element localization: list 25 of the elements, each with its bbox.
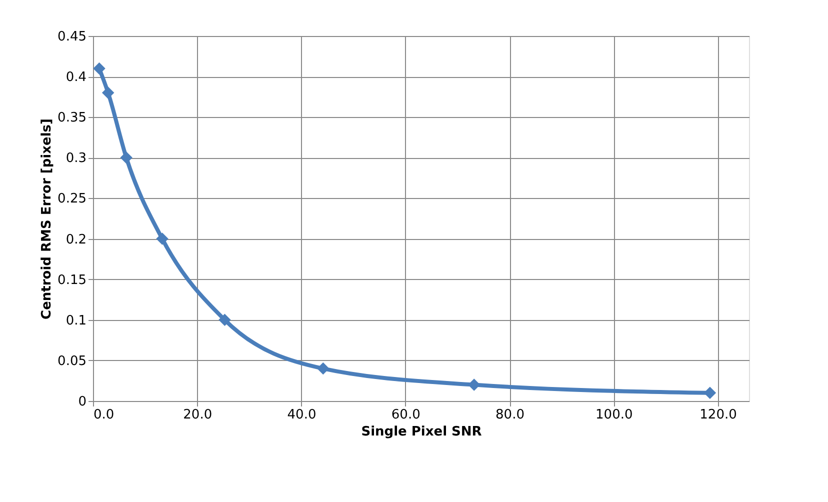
y-tick-label: 0.05 xyxy=(58,354,86,369)
x-tick-label: 80.0 xyxy=(496,408,524,422)
y-tick-label: 0.45 xyxy=(58,30,86,44)
x-tick-label: 0.0 xyxy=(94,408,114,422)
y-tick-label: 0.3 xyxy=(66,151,86,166)
y-tick-label: 0.35 xyxy=(58,110,86,126)
point xyxy=(120,152,132,164)
point xyxy=(316,362,330,375)
point xyxy=(218,314,231,326)
x-axis-title: Single Pixel SNR xyxy=(361,424,482,440)
y-tick-label: 0.4 xyxy=(66,70,86,86)
point xyxy=(102,86,114,99)
x-tick-label: 60.0 xyxy=(391,408,420,422)
point xyxy=(93,62,106,75)
y-axis-title: Centroid RMS Error [pixels] xyxy=(40,118,55,320)
x-tick-label: 40.0 xyxy=(287,408,316,422)
y-tick-label: 0.2 xyxy=(66,232,86,248)
y-tick-label: 0.25 xyxy=(58,192,86,207)
x-tick-label: 120.0 xyxy=(700,408,737,422)
y-tick-label: 0 xyxy=(78,394,86,410)
y-tick-label: 0.1 xyxy=(66,313,86,328)
x-tick-label: 100.0 xyxy=(596,408,633,422)
x-tick-label: 20.0 xyxy=(183,408,212,422)
y-tick-label: 0.15 xyxy=(58,272,86,288)
point xyxy=(156,232,168,245)
